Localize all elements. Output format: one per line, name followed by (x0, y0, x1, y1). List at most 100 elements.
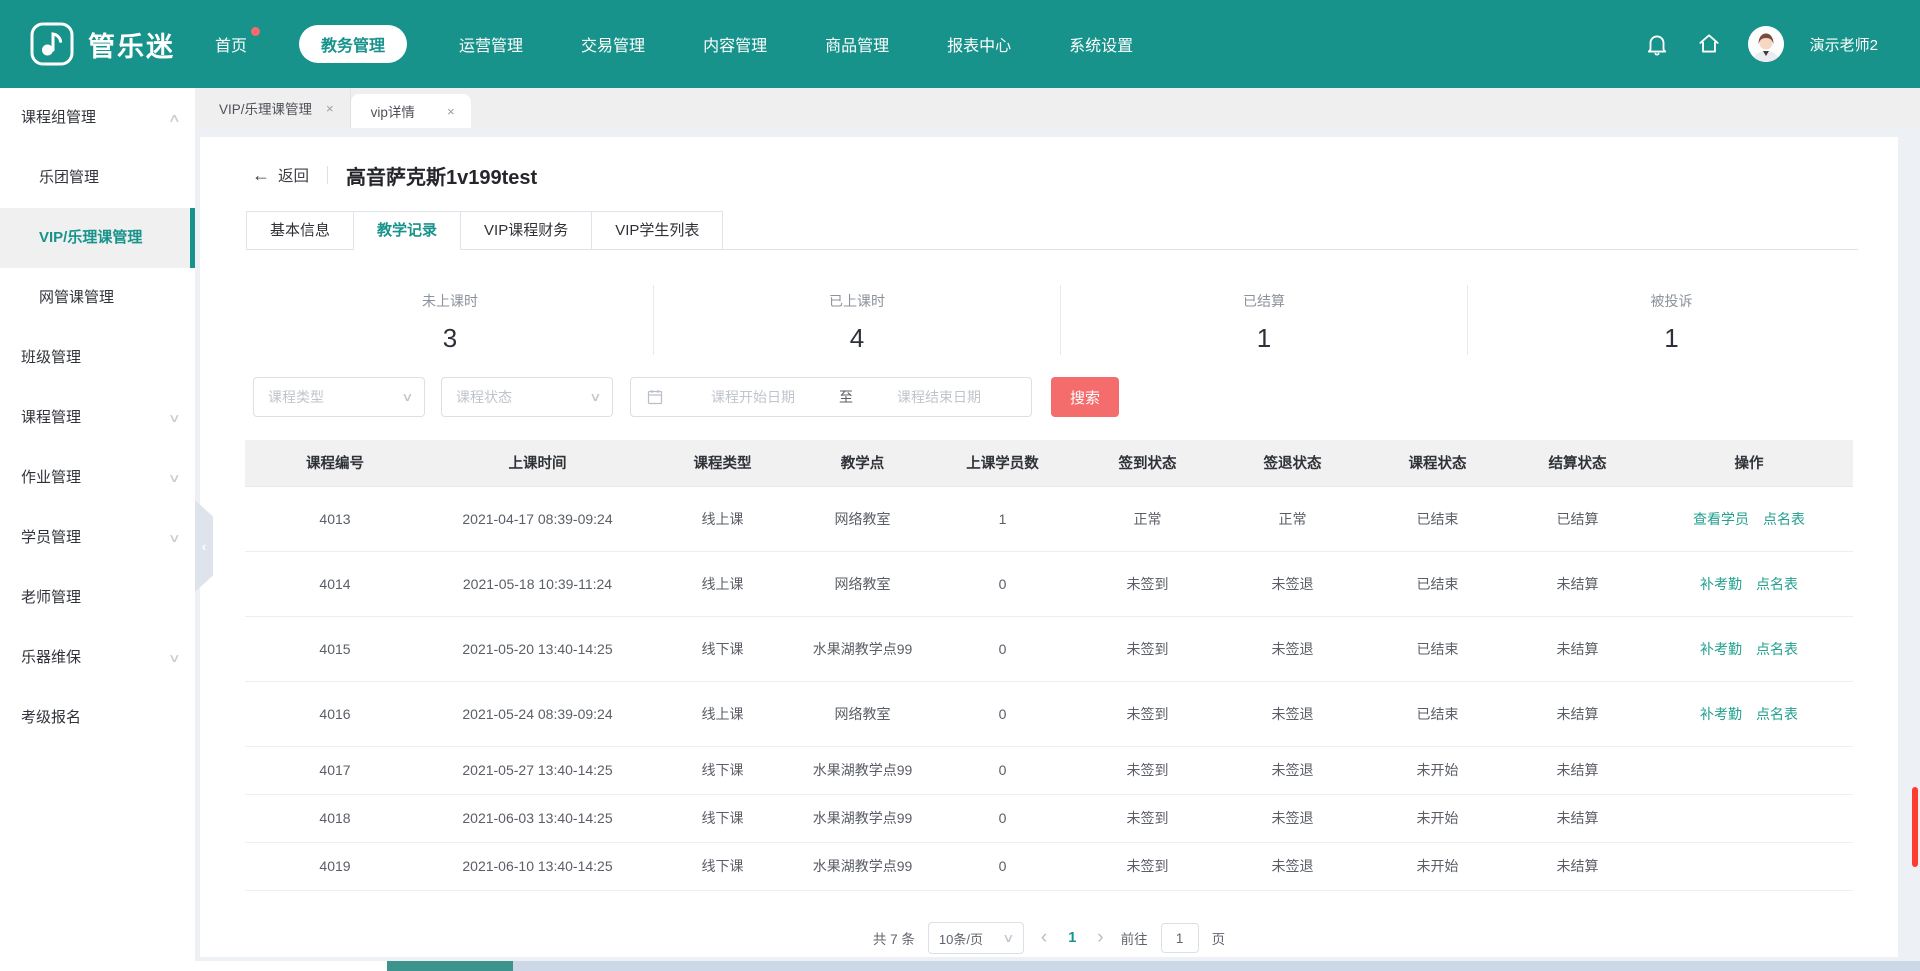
table-cell: 未签到 (1075, 616, 1220, 682)
table-cell: 未结算 (1510, 681, 1645, 747)
sidebar-item-8[interactable]: 学员管理 ∨ (0, 508, 195, 568)
actions-cell (1645, 794, 1853, 843)
detail-tab-4[interactable]: VIP学生列表 (592, 211, 724, 250)
nav-item-7[interactable]: 报表中心 (941, 25, 1017, 63)
goto-page-input[interactable] (1160, 923, 1199, 953)
chevron-down-icon: ∨ (401, 390, 414, 404)
search-button[interactable]: 搜索 (1051, 377, 1119, 417)
home-icon[interactable] (1696, 31, 1722, 57)
chevron-up-icon: ∧ (168, 111, 182, 125)
back-label: 返回 (278, 168, 310, 185)
course-status-select[interactable]: 课程状态 ∨ (441, 377, 613, 417)
course-status-placeholder: 课程状态 (456, 389, 512, 405)
main-content: ← 返回 高音萨克斯1v199test 基本信息 教学记录 VIP课程财务 VIP学生… (195, 128, 1920, 971)
prev-page-button[interactable]: ‹ (1040, 927, 1048, 948)
sidebar-item-6[interactable]: 课程管理 ∨ (0, 388, 195, 448)
sidebar-item-11[interactable]: 考级报名 (0, 688, 195, 748)
stat-value: 4 (849, 323, 865, 353)
table-cell: 未签退 (1220, 746, 1365, 795)
nav-item-8[interactable]: 系统设置 (1063, 25, 1139, 63)
table-cell: 水果湖教学点99 (795, 746, 930, 795)
table-cell: 水果湖教学点99 (795, 616, 930, 682)
action-link[interactable]: 点名表 (1763, 510, 1805, 527)
table-wrap: 课程编号 上课时间 课程类型 教学点 上课学员数 签到状态 签退状态 课程状态 结算状态 操作 40… (245, 440, 1853, 891)
action-link[interactable]: 查看学员 (1693, 510, 1749, 527)
table-cell: 已结束 (1365, 681, 1510, 747)
detail-tab-1[interactable]: 基本信息 (246, 211, 355, 250)
chevron-down-icon: ∨ (168, 651, 182, 665)
user-avatar[interactable] (1747, 26, 1784, 62)
table-cell: 未开始 (1365, 794, 1510, 843)
chevron-down-icon: ∨ (168, 411, 182, 425)
sidebar-item-7[interactable]: 作业管理 ∨ (0, 448, 195, 508)
sidebar-item-3[interactable]: VIP/乐理课管理 (0, 208, 195, 268)
sidebar-item-10[interactable]: 乐器维保 ∨ (0, 628, 195, 688)
table-cell: 未结算 (1510, 551, 1645, 617)
action-link[interactable]: 补考勤 (1700, 705, 1742, 722)
table-cell: 4015 (245, 616, 425, 682)
brand-name: 管乐迷 (88, 31, 175, 62)
table-cell: 4013 (245, 486, 425, 552)
sidebar-item-1[interactable]: 课程组管理 ∧ (0, 88, 195, 148)
sidebar-menu: 课程组管理 ∧ 乐团管理 VIP/乐理课管理 网管课管理 班级管理 课程管理 ∨ 作业管理 ∨ 学员… (0, 88, 195, 748)
vertical-scrollbar-thumb[interactable] (1912, 787, 1918, 867)
table-row: 4013 2021-04-17 08:39-09:24 线上课 网络教室 1 正常 正常 已结… (245, 486, 1853, 552)
close-icon[interactable]: × (326, 100, 334, 116)
sidebar-item-2[interactable]: 乐团管理 (0, 148, 195, 208)
records-table: 课程编号 上课时间 课程类型 教学点 上课学员数 签到状态 签退状态 课程状态 结算状态 操作 40… (245, 440, 1853, 891)
action-link[interactable]: 点名表 (1756, 705, 1798, 722)
table-cell: 未签到 (1075, 842, 1220, 891)
nav-item-label: 运营管理 (459, 38, 524, 55)
action-link[interactable]: 点名表 (1756, 575, 1798, 592)
date-range-picker[interactable]: 课程开始日期 至 课程结束日期 (630, 377, 1032, 417)
column-header: 签退状态 (1220, 440, 1365, 487)
actions-cell (1645, 746, 1853, 795)
filters-row: 课程类型 ∨ 课程状态 ∨ 课程开始日期 至 课程结 (253, 377, 1119, 417)
table-cell: 网络教室 (795, 486, 930, 552)
nav-item-5[interactable]: 内容管理 (697, 25, 773, 63)
sidebar-item-4[interactable]: 网管课管理 (0, 268, 195, 328)
table-cell: 2021-05-27 13:40-14:25 (425, 746, 650, 795)
nav-item-label: 系统设置 (1069, 38, 1134, 55)
table-cell: 线下课 (650, 794, 795, 843)
page-tab-1[interactable]: VIP/乐理课管理 × (199, 88, 351, 128)
column-header: 结算状态 (1510, 440, 1645, 487)
nav-item-6[interactable]: 商品管理 (819, 25, 895, 63)
sidebar-item-label: 学员管理 (21, 529, 82, 546)
page-size-select[interactable]: 10条/页 ∨ (927, 922, 1024, 954)
sidebar-item-9[interactable]: 老师管理 (0, 568, 195, 628)
nav-item-1[interactable]: 首页 (209, 25, 261, 63)
pagination-total: 共 7 条 (872, 932, 915, 947)
close-icon[interactable]: × (447, 103, 455, 119)
table-cell: 线上课 (650, 486, 795, 552)
table-row: 4016 2021-05-24 08:39-09:24 线上课 网络教室 0 未签到 未签退… (245, 681, 1853, 747)
course-type-select[interactable]: 课程类型 ∨ (253, 377, 425, 417)
page-tab-2[interactable]: vip详情 × (350, 94, 471, 128)
bell-icon[interactable] (1644, 31, 1670, 57)
table-cell: 未签到 (1075, 746, 1220, 795)
nav-menu: 首页 教务管理 运营管理 交易管理 内容管理 商品管理 报表中心 系统设置 (209, 25, 1139, 63)
back-button[interactable]: ← 返回 (252, 164, 309, 186)
action-link[interactable]: 补考勤 (1700, 575, 1742, 592)
nav-item-2[interactable]: 教务管理 (299, 25, 408, 63)
detail-tab-3[interactable]: VIP课程财务 (461, 211, 593, 250)
table-cell: 已结束 (1365, 616, 1510, 682)
action-link[interactable]: 点名表 (1756, 640, 1798, 657)
sidebar-collapse-handle[interactable]: ‹ (195, 500, 213, 592)
actions-cell: 补考勤 点名表 (1645, 551, 1853, 617)
page-number[interactable]: 1 (1068, 930, 1077, 946)
sidebar-item-label: 网管课管理 (39, 289, 115, 306)
next-page-button[interactable]: › (1097, 927, 1104, 948)
column-header: 上课学员数 (930, 440, 1075, 487)
username[interactable]: 演示老师2 (1809, 36, 1878, 54)
nav-item-3[interactable]: 运营管理 (453, 25, 529, 63)
action-link[interactable]: 补考勤 (1700, 640, 1742, 657)
nav-item-label: 教务管理 (321, 38, 386, 55)
chevron-down-icon: ∨ (168, 531, 182, 545)
detail-tab-2[interactable]: 教学记录 (354, 211, 462, 250)
nav-item-4[interactable]: 交易管理 (575, 25, 651, 63)
sidebar-item-5[interactable]: 班级管理 (0, 328, 195, 388)
page-tabstrip: VIP/乐理课管理 × vip详情 × (195, 88, 1920, 128)
horizontal-scrollbar-thumb[interactable] (387, 961, 513, 971)
column-header: 操作 (1645, 440, 1853, 487)
